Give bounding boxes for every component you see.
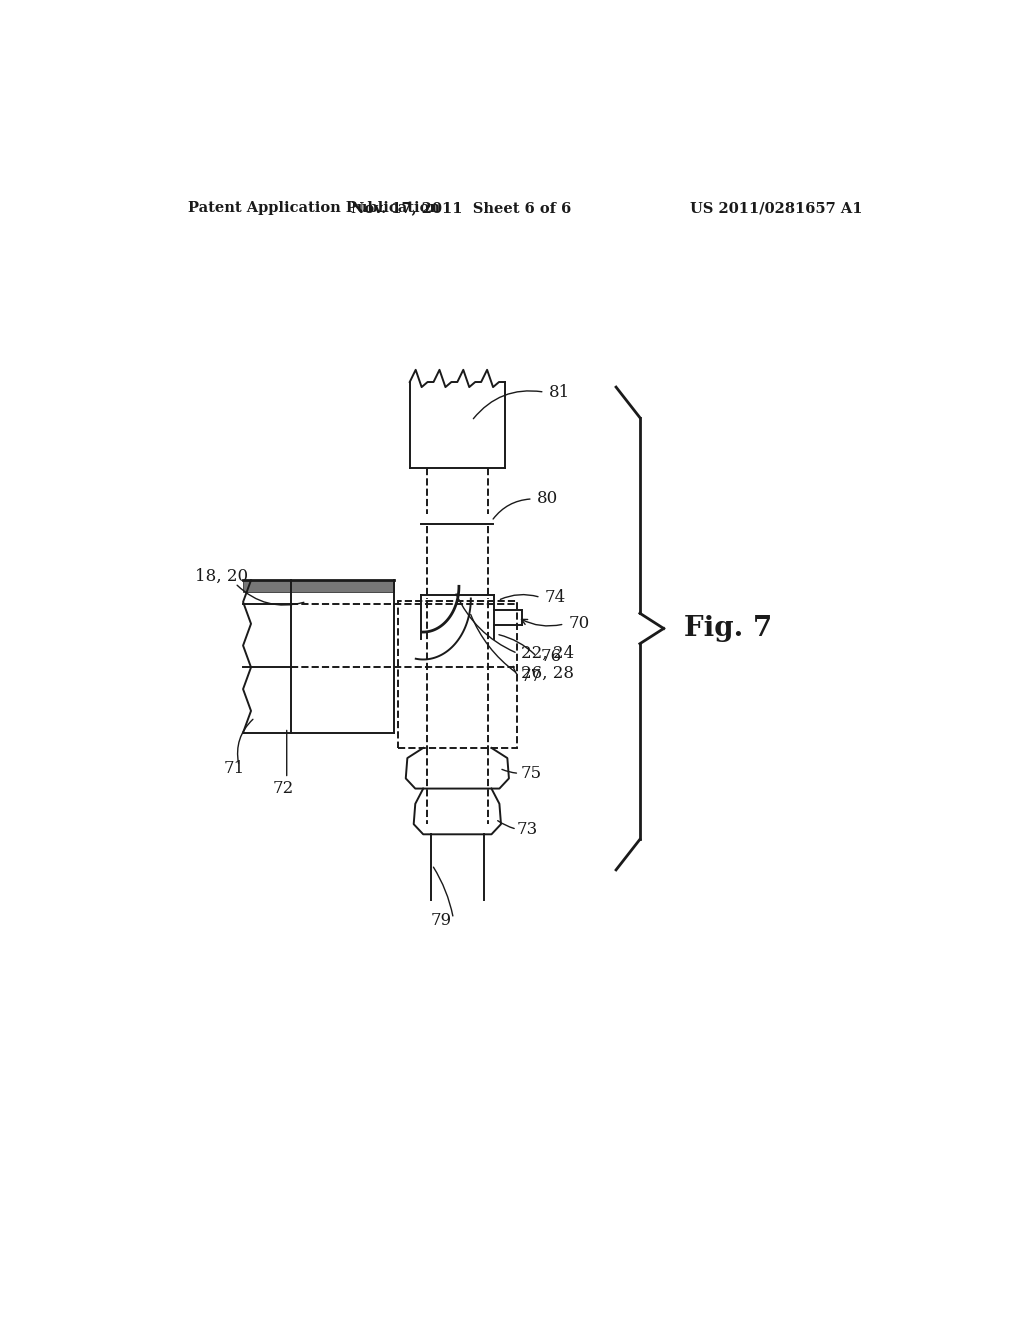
Text: 74: 74	[545, 589, 566, 606]
Text: 73: 73	[517, 821, 539, 838]
Text: 79: 79	[431, 912, 452, 929]
Text: Nov. 17, 2011  Sheet 6 of 6: Nov. 17, 2011 Sheet 6 of 6	[351, 201, 571, 215]
Text: 76: 76	[541, 648, 562, 665]
Text: 81: 81	[549, 384, 570, 401]
Text: 75: 75	[521, 764, 542, 781]
Text: Patent Application Publication: Patent Application Publication	[187, 201, 439, 215]
Text: 26, 28: 26, 28	[521, 665, 573, 682]
Text: 70: 70	[568, 615, 590, 632]
Text: 72: 72	[272, 780, 294, 797]
Bar	[397, 601, 517, 748]
Text: 22, 24: 22, 24	[521, 645, 574, 661]
Bar	[243, 581, 394, 593]
Text: US 2011/0281657 A1: US 2011/0281657 A1	[689, 201, 862, 215]
Text: 80: 80	[537, 491, 558, 507]
Text: Fig. 7: Fig. 7	[684, 615, 772, 642]
Text: 77: 77	[521, 668, 542, 685]
Text: 71: 71	[223, 760, 245, 776]
Text: 18, 20: 18, 20	[196, 569, 249, 585]
